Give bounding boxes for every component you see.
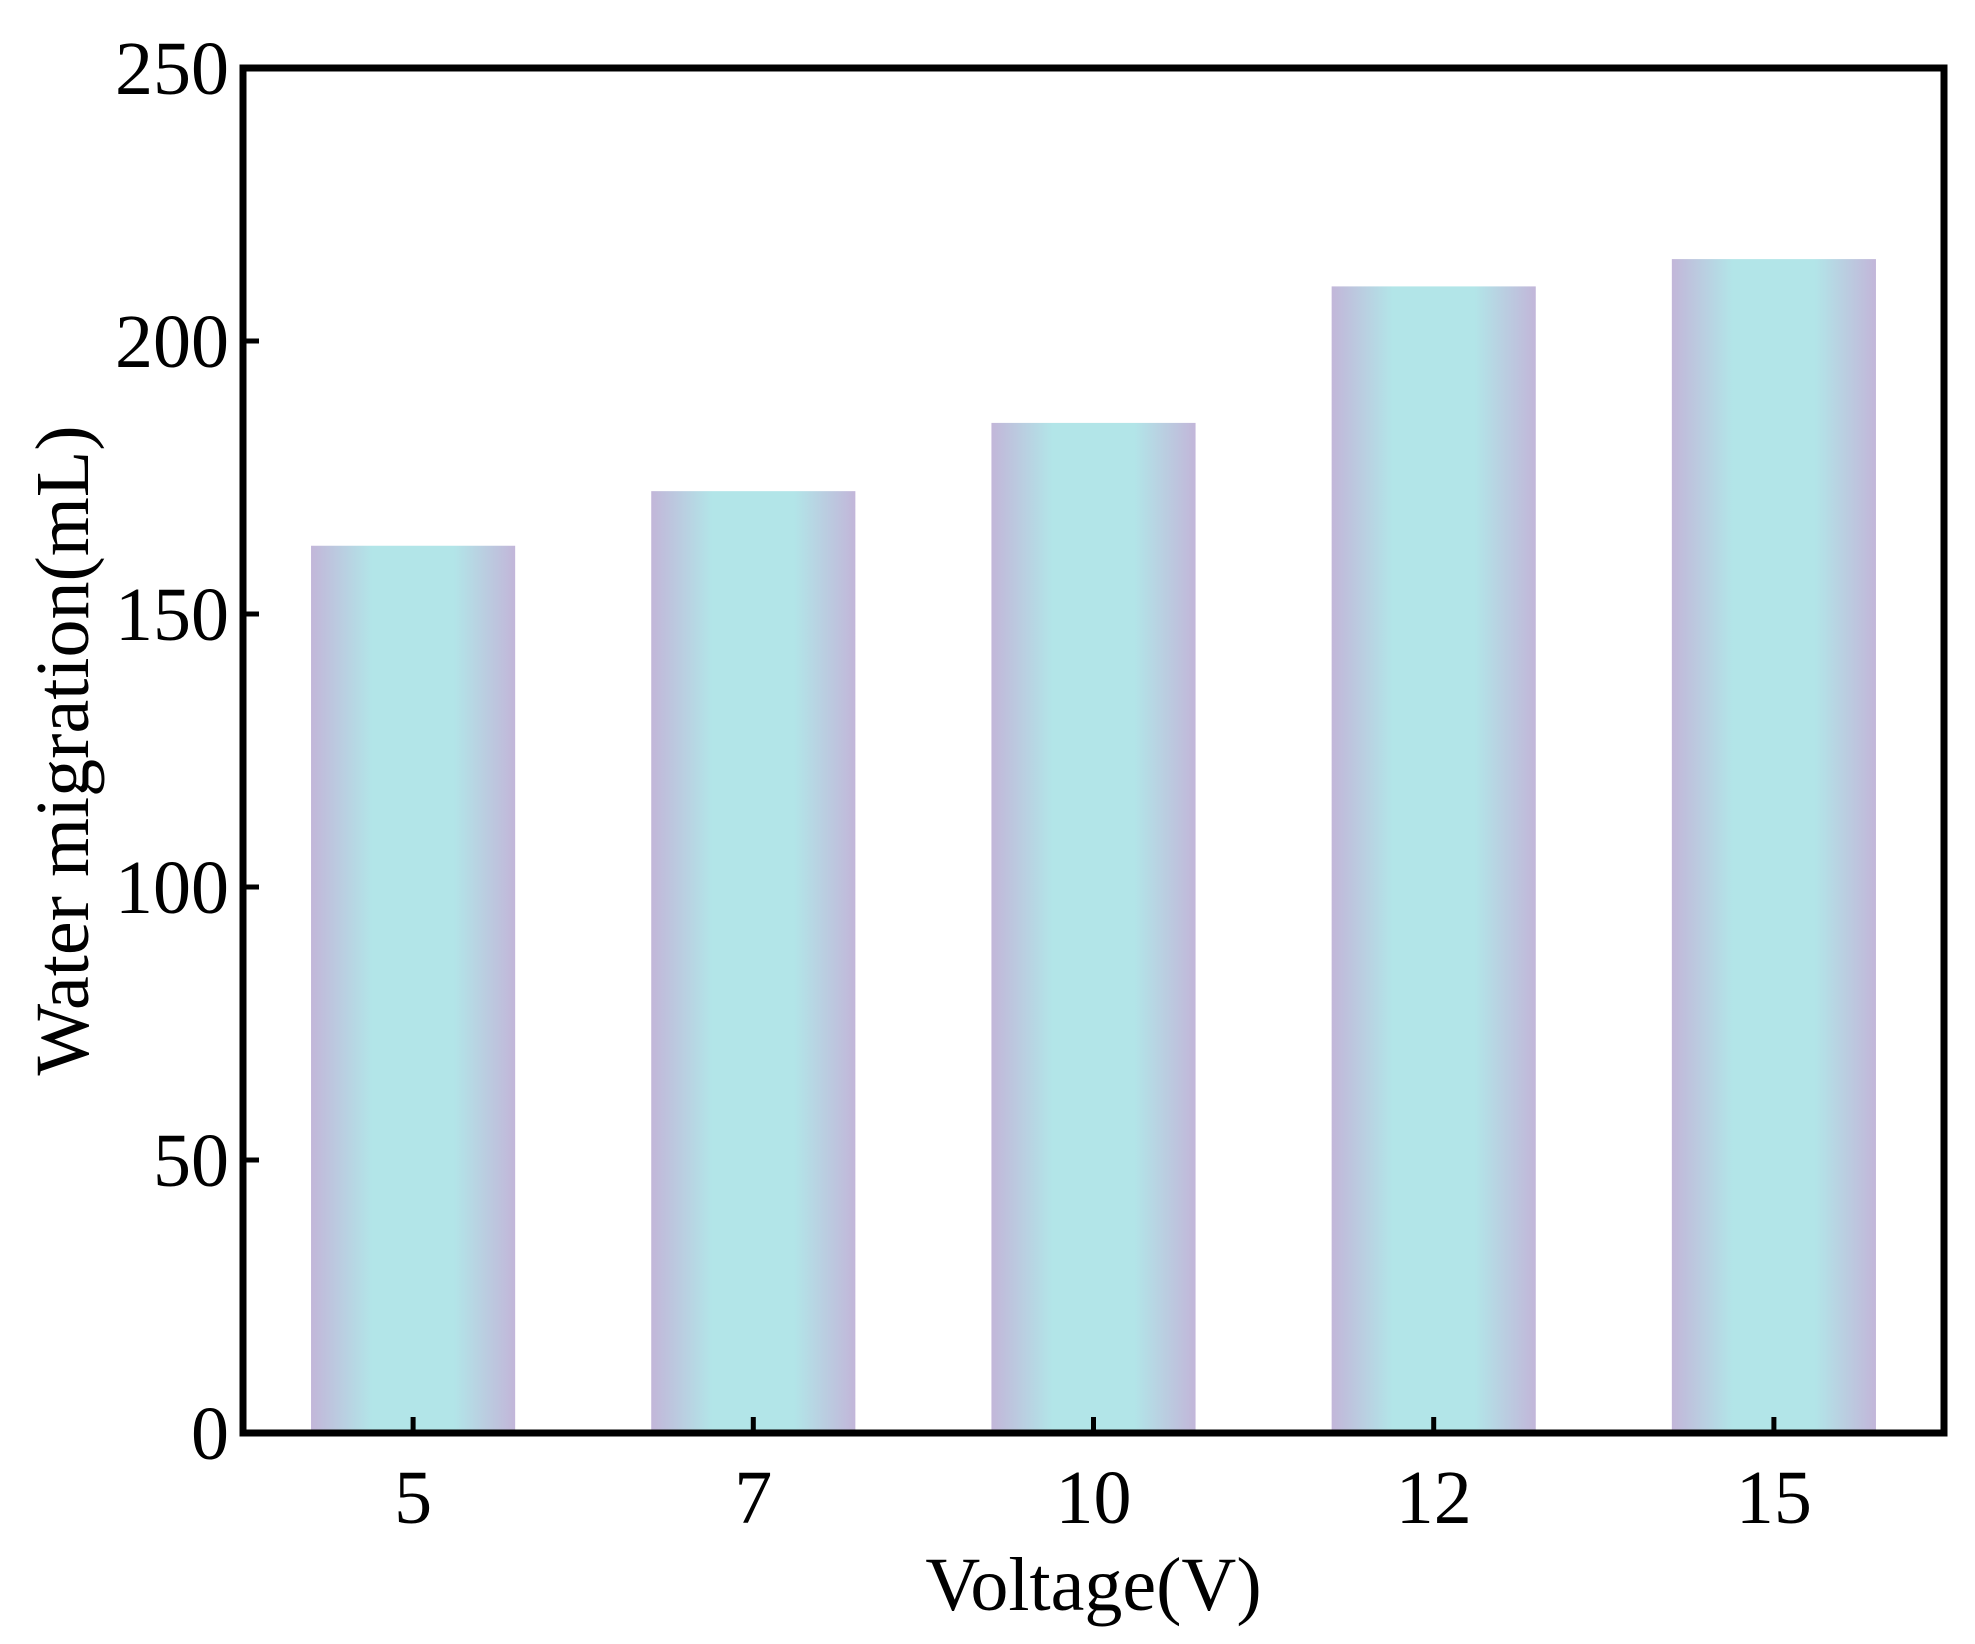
bar-12 <box>1331 286 1536 1433</box>
y-axis-label: Water migration(mL) <box>21 425 105 1075</box>
x-tick-label: 7 <box>734 1456 772 1540</box>
plot-frame <box>239 64 1948 1437</box>
x-tick-label: 15 <box>1736 1456 1812 1540</box>
x-tick-label: 5 <box>394 1456 432 1540</box>
bar-15 <box>1671 259 1876 1434</box>
y-tick-label: 0 <box>191 1392 229 1476</box>
y-tick-label: 250 <box>115 27 229 111</box>
x-axis-ticks: 5 7 10 12 15 <box>394 1417 1812 1540</box>
y-tick-label: 100 <box>115 846 229 930</box>
x-tick-label: 10 <box>1056 1456 1132 1540</box>
bar-7 <box>651 491 856 1433</box>
y-tick-label: 50 <box>153 1119 229 1203</box>
x-axis-label: Voltage(V) <box>925 1543 1261 1627</box>
y-axis-ticks: 0 50 100 150 200 250 <box>115 27 259 1476</box>
y-tick-label: 150 <box>115 573 229 657</box>
bar-5 <box>311 545 516 1433</box>
x-tick-label: 12 <box>1396 1456 1472 1540</box>
y-tick-label: 200 <box>115 300 229 384</box>
bar-10 <box>991 422 1196 1433</box>
bars-group <box>311 259 1876 1434</box>
